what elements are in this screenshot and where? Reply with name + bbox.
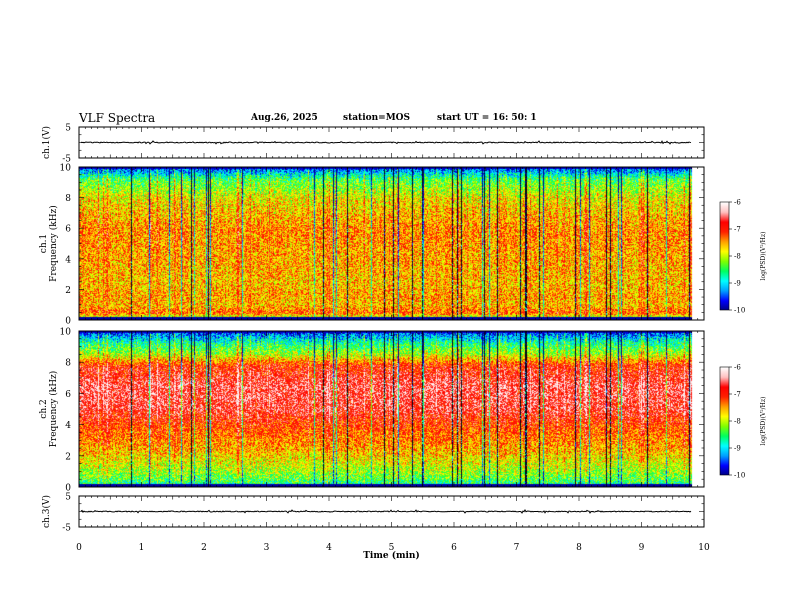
ch1-ytick-label: 0 [65,317,71,327]
ch2-ytick-label: 4 [65,421,71,431]
ch3-waveform-ylabel: ch.3(V) [41,495,52,528]
colorbar-1-tick-label: -8 [734,253,741,261]
ch2-ylabel-channel: ch.2 [39,399,49,418]
colorbar-1-label: log(PSD)(V²/Hz) [760,232,767,281]
ch3-ytick-bottom: -5 [62,524,71,534]
colorbar-2-tick-label: -8 [734,418,741,426]
start-time-label: start UT = 16: 50: 1 [437,113,537,123]
ch1-ytick-label: 2 [65,286,71,296]
ch2-ytick-label: 6 [65,390,71,400]
colorbar-1-tick-label: -7 [734,226,741,234]
colorbar-1-tick-label: -9 [734,280,741,288]
x-tick-label: 7 [514,543,520,553]
x-tick-label: 9 [639,543,645,553]
colorbar-2-tick-label: -7 [734,391,741,399]
x-tick-label: 2 [201,543,207,553]
ch1-spectrogram-image [79,167,704,320]
ch1-ylabel-channel: ch.1 [39,234,49,253]
x-tick-label: 0 [76,543,82,553]
ch1-ylabel-frequency: Frequency (kHz) [48,205,59,282]
panel-3-frame [78,330,705,488]
colorbar-2-frame [719,366,730,476]
ch1-ytick-label: 8 [65,194,71,204]
ch1-waveform-trace [80,140,692,145]
station-label: station=MOS [343,113,411,123]
ch2-ytick-label: 0 [65,484,71,494]
colorbar-1-tick-label: -6 [734,199,741,207]
colorbar-2-tick-label: -6 [734,364,741,372]
colorbar-2-tick-label: -10 [734,472,745,480]
ch2-ytick-label: 2 [65,452,71,462]
colorbar-2-label: log(PSD)(V²/Hz) [760,397,767,446]
ch3-ytick-top: 5 [65,493,71,503]
x-tick-label: 1 [139,543,145,553]
ch2-spectrogram-image [79,331,704,487]
ch2-ytick-label: 8 [65,359,71,369]
ch1-ytick-label: 10 [60,164,72,174]
ch1-ytick-bottom: -5 [62,155,71,165]
ch1-waveform-ylabel: ch.1(V) [41,126,52,159]
colorbar-1-tick-label: -10 [734,307,745,315]
ch1-ytick-label: 6 [65,225,71,235]
ch1-colorbar-image [720,202,729,310]
x-tick-label: 3 [264,543,270,553]
x-tick-label: 5 [389,543,395,553]
colorbar-1-frame [719,201,730,311]
x-tick-label: 8 [576,543,582,553]
ch1-ytick-label: 4 [65,255,71,265]
ch3-waveform-trace [80,509,692,514]
ch2-ylabel-frequency: Frequency (kHz) [48,371,59,448]
ch2-colorbar-image [720,367,729,475]
colorbar-2-tick-label: -9 [734,445,741,453]
x-axis-label: Time (min) [363,550,420,561]
x-tick-label: 6 [451,543,457,553]
date-label: Aug.26, 2025 [251,113,318,123]
ch2-ytick-label: 10 [60,328,72,338]
x-tick-label: 4 [326,543,332,553]
figure-title: VLF Spectra [79,111,156,125]
panel-2-frame [78,166,705,321]
x-tick-label: 10 [698,543,710,553]
ch1-ytick-top: 5 [65,124,71,134]
